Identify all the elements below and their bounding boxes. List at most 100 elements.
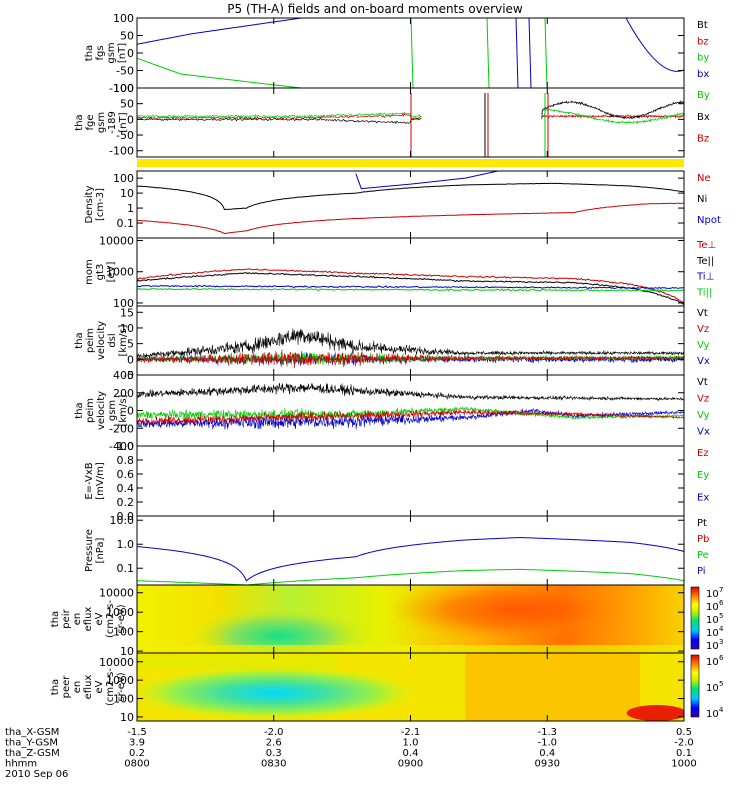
series-pressure xyxy=(137,536,684,582)
legend-vt: Vt xyxy=(697,377,708,388)
legend-bx: bx xyxy=(697,69,709,80)
legend-bx: Bx xyxy=(697,112,710,123)
ylabel-line: fgs xyxy=(95,45,106,60)
colorbar-exponent: 3 xyxy=(719,638,723,646)
xaxis-row-value: 0.1 xyxy=(676,748,692,759)
trace-spike xyxy=(410,18,414,89)
ytick-label: 10 xyxy=(120,645,134,658)
ylabel-line: en xyxy=(72,613,83,626)
colorbar-tick: 10 xyxy=(706,709,719,720)
legend-vt: Vt xyxy=(697,308,708,319)
ylabel-line: gsm xyxy=(107,400,118,421)
ytick-label: 10 xyxy=(120,711,134,724)
ytick-label: 1 xyxy=(127,202,134,215)
ytick-label: 100 xyxy=(113,626,134,639)
ylabel-line: dsl xyxy=(107,333,118,347)
ylabel-line: eflux xyxy=(83,607,94,632)
ytick-label: 100 xyxy=(113,693,134,706)
ytick-label: 0 xyxy=(127,405,134,418)
ylabel-line: tha xyxy=(84,45,95,61)
ylabel-line: tha xyxy=(74,402,85,418)
ytick-label: 5 xyxy=(127,338,134,351)
xaxis-row-value: 3.9 xyxy=(129,738,145,749)
legend-ti⊥: Ti⊥ xyxy=(696,272,714,283)
ytick-label: -50 xyxy=(116,65,134,78)
legend-ne: Ne xyxy=(697,173,711,184)
xaxis-row-value: 0930 xyxy=(535,759,560,770)
xaxis-row-label: tha_X-GSM xyxy=(5,727,59,738)
colorbar-tick: 10 xyxy=(706,657,719,668)
fge-series xyxy=(541,107,684,125)
ylabel-line: E=-VxB xyxy=(84,462,95,499)
xaxis-row-value: 0.5 xyxy=(676,727,692,738)
ytick-label: 200 xyxy=(113,387,134,400)
ytick-label: 100 xyxy=(113,172,134,185)
ytick-label: 0.6 xyxy=(117,468,135,481)
legend-bt: Bt xyxy=(697,20,708,31)
ytick-label: -400 xyxy=(109,440,134,453)
xaxis-row-value: -2.0 xyxy=(674,738,694,749)
xaxis-row-value: 1000 xyxy=(671,759,696,770)
ylabel-line: peim xyxy=(85,398,96,423)
ylabel-line: [nPa] xyxy=(95,537,106,563)
ylabel-line: eV xyxy=(94,680,105,693)
ylabel-line: (cm2-s- xyxy=(105,600,116,638)
fge-series xyxy=(541,113,684,119)
ytick-label: 0.0 xyxy=(117,510,135,523)
legend-vx: Vx xyxy=(697,356,710,367)
xaxis-row-value: -2.0 xyxy=(264,727,284,738)
legend-pi: Pi xyxy=(697,566,706,577)
legend-ey: Ey xyxy=(697,470,709,481)
colorbar-exponent: 4 xyxy=(719,625,724,633)
ylabel-line: [eV] xyxy=(106,262,117,283)
ytick-label: 1.0 xyxy=(117,538,135,551)
ylabel-line: gsm xyxy=(96,112,107,133)
ylabel-line: tha xyxy=(74,114,85,130)
series-bx xyxy=(137,18,684,45)
ytick-label: -100 xyxy=(109,145,134,158)
ylabel-line: [nT] xyxy=(117,43,128,63)
ytick-label: -50 xyxy=(116,129,134,142)
ylabel-line: Pressure xyxy=(84,529,95,572)
electron-spectrogram-band xyxy=(137,655,337,669)
ylabel-line: [km/s] xyxy=(118,394,129,426)
ylabel-line: mom xyxy=(84,259,95,285)
fge-series xyxy=(137,117,422,125)
ylabel-line: tha xyxy=(50,679,61,695)
series-vz-dsl xyxy=(137,349,684,369)
series-vt-gsm xyxy=(137,382,684,402)
ytick-label: 10000 xyxy=(99,234,134,247)
legend-vx: Vx xyxy=(697,427,710,438)
xaxis-row-value: 0.4 xyxy=(539,748,555,759)
ylabel-line: eV xyxy=(94,612,105,625)
colorbar xyxy=(690,586,700,650)
ytick-label: 10.0 xyxy=(110,514,135,527)
panel-7-frame xyxy=(136,445,685,517)
xaxis-row-label: hhmm xyxy=(5,759,37,770)
legend-ez: Ez xyxy=(697,448,709,459)
ylabel-line: tha xyxy=(74,332,85,348)
ytick-label: -200 xyxy=(109,422,134,435)
ytick-label: 1.0 xyxy=(117,440,135,453)
ytick-label: 0 xyxy=(127,47,134,60)
figure-title: P5 (TH-A) fields and on-board moments ov… xyxy=(227,2,523,16)
xaxis-row-value: 2.6 xyxy=(266,738,282,749)
xaxis-row-value: -1.3 xyxy=(537,727,557,738)
ylabel-line: [cm-3] xyxy=(95,188,106,221)
ylabel-line: tha xyxy=(50,611,61,627)
legend-bz: Bz xyxy=(697,134,709,145)
ylabel-line: velocity xyxy=(96,391,107,430)
xaxis-row-value: 0.2 xyxy=(129,748,145,759)
colorbar-tick: 10 xyxy=(706,589,719,600)
xaxis-row-value: -2.1 xyxy=(401,727,421,738)
legend-vz: Vz xyxy=(697,394,709,405)
xaxis-row-value: 0800 xyxy=(124,759,149,770)
ylabel-line: -189 xyxy=(107,111,118,134)
ytick-label: 50 xyxy=(120,30,134,43)
legend-pe: Pe xyxy=(697,550,709,561)
ytick-label: 100 xyxy=(113,12,134,25)
ytick-label: 0.8 xyxy=(117,454,135,467)
ytick-label: 1000 xyxy=(106,266,134,279)
fge-series xyxy=(137,113,422,120)
legend-ex: Ex xyxy=(697,492,709,503)
